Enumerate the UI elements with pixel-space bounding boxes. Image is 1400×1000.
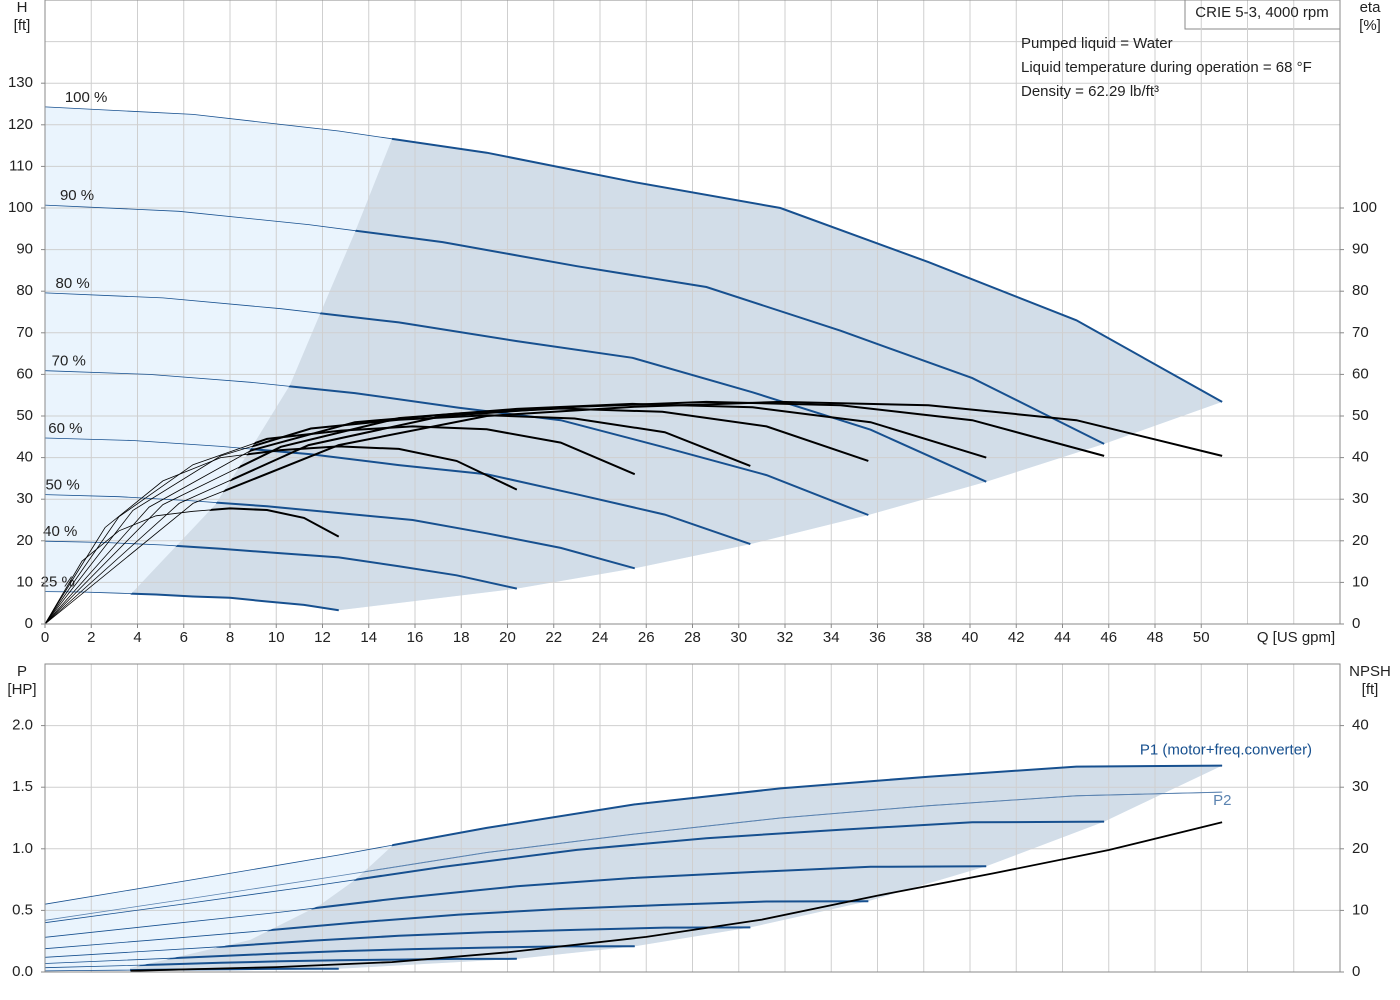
curve — [130, 445, 518, 625]
y-tick-label: 0.5 — [12, 901, 33, 918]
curve — [130, 540, 518, 590]
y2-tick-label: 80 — [1352, 282, 1369, 299]
y-tick-label: 100 — [8, 199, 33, 216]
x-tick-label: 42 — [1008, 629, 1025, 646]
note: Density = 62.29 lb/ft³ — [1021, 83, 1159, 100]
y-tick-label: 0 — [25, 615, 33, 632]
y-tick-label: 30 — [16, 490, 33, 507]
x-tick-label: 38 — [915, 629, 932, 646]
y2-tick-label: 40 — [1352, 449, 1369, 466]
y-tick-label: 70 — [16, 324, 33, 341]
series-label: 100 % — [65, 89, 108, 106]
x-tick-label: 22 — [545, 629, 562, 646]
y-tick-label: 120 — [8, 116, 33, 133]
y-axis-unit: [HP] — [7, 681, 36, 698]
series-label: 80 % — [56, 275, 90, 292]
x-tick-label: 18 — [453, 629, 470, 646]
x-tick-label: 24 — [592, 629, 609, 646]
x-tick-label: 10 — [268, 629, 285, 646]
series-label: P1 (motor+freq.converter) — [1140, 742, 1312, 759]
x-tick-label: 14 — [360, 629, 377, 646]
operating-area — [130, 765, 1223, 971]
x-tick-label: 40 — [962, 629, 979, 646]
x-tick-label: 6 — [180, 629, 188, 646]
y-axis-unit: [ft] — [14, 17, 31, 34]
y2-tick-label: 50 — [1352, 407, 1369, 424]
x-tick-label: 50 — [1193, 629, 1210, 646]
plot-frame — [44, 663, 1341, 973]
series-label: 60 % — [48, 420, 82, 437]
x-tick-label: 44 — [1054, 629, 1071, 646]
curve — [130, 590, 339, 612]
x-tick-label: 4 — [133, 629, 141, 646]
y-tick-label: 0.0 — [12, 963, 33, 980]
y-axis-label: P — [17, 663, 27, 680]
x-tick-label: 48 — [1147, 629, 1164, 646]
y-tick-label: 10 — [16, 573, 33, 590]
x-tick-label: 32 — [777, 629, 794, 646]
info-box — [1184, 0, 1341, 30]
series-label: 25 % — [41, 574, 75, 591]
y2-tick-label: 0 — [1352, 963, 1360, 980]
x-axis-label: Q [US gpm] — [1257, 629, 1335, 646]
y2-tick-label: 20 — [1352, 532, 1369, 549]
x-tick-label: 20 — [499, 629, 516, 646]
y-axis-label: H — [17, 0, 28, 16]
y-tick-label: 20 — [16, 532, 33, 549]
y2-axis-label: NPSH — [1349, 663, 1391, 680]
series-label: 90 % — [60, 187, 94, 204]
x-tick-label: 46 — [1100, 629, 1117, 646]
y-tick-label: 110 — [9, 157, 33, 174]
y2-tick-label: 10 — [1352, 573, 1369, 590]
y2-tick-label: 30 — [1352, 778, 1369, 795]
x-tick-label: 34 — [823, 629, 840, 646]
y2-tick-label: 100 — [1352, 199, 1377, 216]
curve-thin — [130, 821, 1223, 972]
x-tick-label: 26 — [638, 629, 655, 646]
x-tick-label: 16 — [407, 629, 424, 646]
y-tick-label: 90 — [16, 241, 33, 258]
y2-tick-label: 70 — [1352, 324, 1369, 341]
series-label: P2 — [1213, 792, 1231, 809]
series-label: 50 % — [45, 477, 79, 494]
y2-tick-label: 20 — [1352, 840, 1369, 857]
y-tick-label: 80 — [16, 282, 33, 299]
x-tick-label: 36 — [869, 629, 886, 646]
x-tick-label: 28 — [684, 629, 701, 646]
y-tick-label: 60 — [16, 365, 33, 382]
y-tick-label: 50 — [16, 407, 33, 424]
y2-tick-label: 10 — [1352, 901, 1369, 918]
series-label: 70 % — [52, 353, 86, 370]
x-tick-label: 2 — [87, 629, 95, 646]
y-tick-label: 40 — [16, 449, 33, 466]
info-box-text: CRIE 5-3, 4000 rpm — [1195, 4, 1328, 21]
y2-axis-label: eta — [1360, 0, 1382, 16]
y2-axis-unit: [ft] — [1362, 681, 1379, 698]
note: Liquid temperature during operation = 68… — [1021, 59, 1312, 76]
series-label: 40 % — [43, 523, 77, 540]
note: Pumped liquid = Water — [1021, 35, 1173, 52]
x-tick-label: 8 — [226, 629, 234, 646]
x-tick-label: 12 — [314, 629, 331, 646]
y2-tick-label: 30 — [1352, 490, 1369, 507]
y-tick-label: 130 — [8, 74, 33, 91]
y2-tick-label: 0 — [1352, 615, 1360, 632]
y-tick-label: 2.0 — [12, 717, 33, 734]
y2-tick-label: 40 — [1352, 717, 1369, 734]
x-tick-label: 0 — [41, 629, 49, 646]
y-tick-label: 1.5 — [12, 778, 33, 795]
y-tick-label: 1.0 — [12, 840, 33, 857]
x-tick-label: 30 — [730, 629, 747, 646]
y2-tick-label: 60 — [1352, 365, 1369, 382]
y2-axis-unit: [%] — [1359, 17, 1381, 34]
y2-tick-label: 90 — [1352, 241, 1369, 258]
curve — [130, 400, 1223, 625]
